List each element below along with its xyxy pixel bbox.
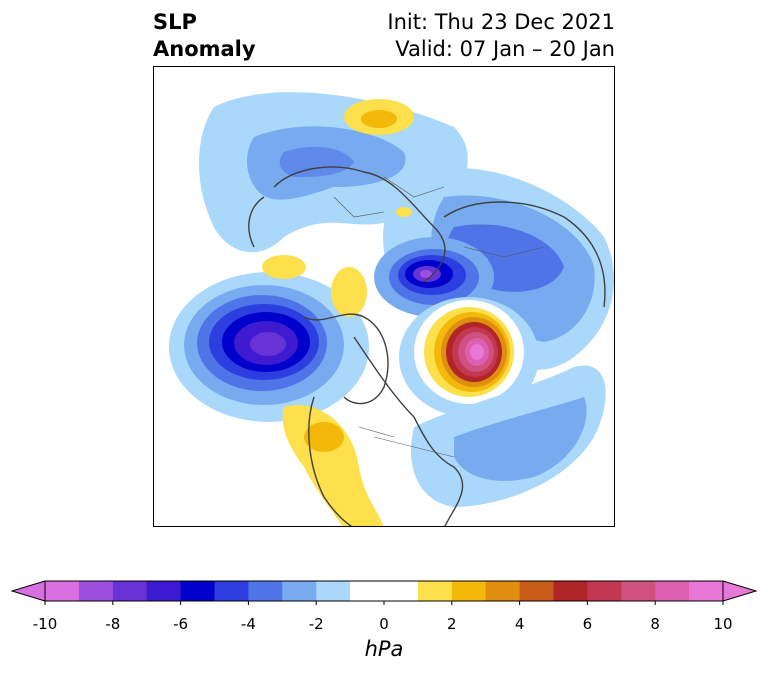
- valid-range: Valid: 07 Jan – 20 Jan: [395, 37, 615, 61]
- arctic-positive: [262, 207, 412, 317]
- colorbar-bin: [655, 581, 690, 601]
- colorbar-bin: [553, 581, 588, 601]
- colorbar-bin: [282, 581, 317, 601]
- plot-title-left: SLP Anomaly: [153, 9, 256, 63]
- colorbar-bin: [112, 581, 148, 601]
- colorbar-bin: [45, 581, 80, 601]
- units-label: hPa: [364, 637, 404, 661]
- western-na-positive: [282, 405, 384, 526]
- atlantic-low: [169, 272, 369, 422]
- colorbar-bin: [180, 581, 215, 601]
- colorbar-bin: [519, 581, 554, 601]
- map-canvas: [154, 92, 614, 526]
- colorbar-bin: [485, 581, 521, 601]
- colorbar-scale: [10, 580, 758, 605]
- colorbar-tick-label: -2: [308, 615, 324, 633]
- colorbar-bins: [45, 581, 724, 601]
- colorbar-bin: [350, 581, 385, 601]
- colorbar: -10 -8 -6 -4 -2 0 2 4 6 8 10 hPa: [0, 575, 768, 673]
- okhotsk-low: [374, 237, 494, 317]
- colorbar-tick-label: -10: [32, 615, 58, 633]
- colorbar-bin: [384, 581, 419, 601]
- scandinavia-positive-anomaly: [344, 99, 414, 135]
- colorbar-bin: [587, 581, 622, 601]
- colorbar-bin: [689, 581, 724, 601]
- colorbar-tick-label: 2: [447, 615, 457, 633]
- colorbar-tick-label: -8: [105, 615, 121, 633]
- coastlines: [248, 166, 606, 526]
- colorbar-tick-label: 0: [379, 615, 389, 633]
- colorbar-tick-label: 8: [650, 615, 660, 633]
- borders: [333, 176, 545, 458]
- colorbar-tick-label: 10: [713, 615, 733, 633]
- colorbar-min-extend: [12, 581, 45, 601]
- colorbar-bin: [248, 581, 283, 601]
- colorbar-tick-label: 4: [514, 615, 525, 633]
- colorbar-max-extend: [723, 581, 756, 601]
- pacific-high: [399, 297, 539, 417]
- colorbar-bin: [78, 581, 114, 601]
- title-variable: SLP: [153, 10, 197, 34]
- init-date: Init: Thu 23 Dec 2021: [387, 10, 615, 34]
- colorbar-bin: [214, 581, 249, 601]
- colorbar-bin: [146, 581, 182, 601]
- colorbar-tick-label: 6: [582, 615, 593, 633]
- title-type: Anomaly: [153, 37, 256, 61]
- colorbar-tick-label: -4: [240, 615, 256, 633]
- anomaly-map: [153, 66, 615, 527]
- colorbar-bin: [316, 581, 351, 601]
- colorbar-tick-label: -6: [173, 615, 189, 633]
- east-pacific-negative: [410, 365, 606, 507]
- colorbar-bin: [417, 581, 453, 601]
- asia-negative-anomaly: [383, 167, 614, 370]
- colorbar-bin: [621, 581, 656, 601]
- colorbar-bin: [451, 581, 487, 601]
- plot-title-right: Init: Thu 23 Dec 2021 Valid: 07 Jan – 20…: [387, 9, 615, 63]
